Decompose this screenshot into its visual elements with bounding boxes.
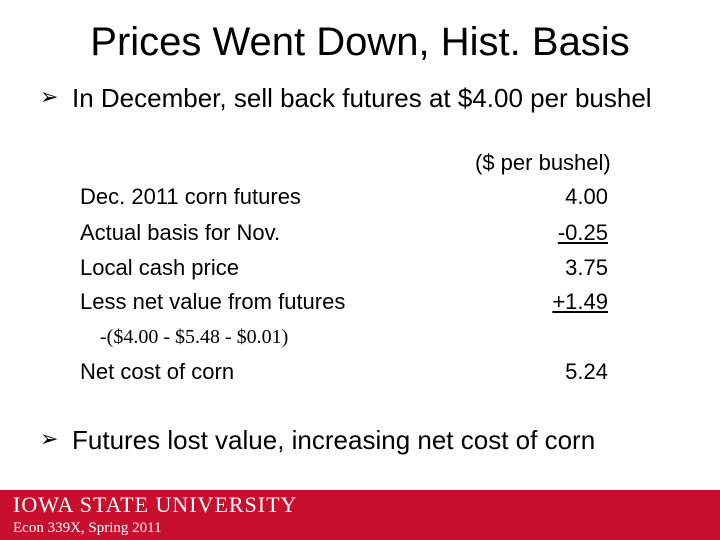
slide-title: Prices Went Down, Hist. Basis xyxy=(90,20,630,64)
row-label-futures: Dec. 2011 corn futures xyxy=(80,184,301,209)
bullet-text: In December, sell back futures at $4.00 … xyxy=(72,83,652,113)
net-value-formula: -($4.00 - $5.48 - $0.01) xyxy=(100,326,289,348)
units-header: ($ per bushel) xyxy=(475,150,611,175)
row-label-cash-price: Local cash price xyxy=(80,255,239,280)
row-label-net-value: Less net value from futures xyxy=(80,289,346,314)
row-label-net-cost: Net cost of corn xyxy=(80,359,235,384)
arrow-bullet-icon: ➢ xyxy=(40,427,59,452)
course-label: Econ 339X, Spring 2011 xyxy=(13,520,162,536)
row-value-net-value: +1.49 xyxy=(552,289,608,314)
bullet-futures-lost-value: ➢ Futures lost value, increasing net cos… xyxy=(40,424,680,456)
row-value-net-cost: 5.24 xyxy=(565,359,608,384)
row-value-cash-price: 3.75 xyxy=(565,255,608,280)
arrow-bullet-icon: ➢ xyxy=(40,85,59,110)
bullet-sell-back: ➢ In December, sell back futures at $4.0… xyxy=(40,82,680,114)
row-value-futures: 4.00 xyxy=(565,184,608,209)
row-value-basis: -0.25 xyxy=(557,220,608,245)
university-logo: IOWA STATE UNIVERSITY xyxy=(13,492,298,517)
footer-bar: IOWA STATE UNIVERSITY Econ 339X, Spring … xyxy=(0,490,720,540)
row-label-basis: Actual basis for Nov. xyxy=(80,220,281,245)
bullet-text: Futures lost value, increasing net cost … xyxy=(72,425,596,455)
